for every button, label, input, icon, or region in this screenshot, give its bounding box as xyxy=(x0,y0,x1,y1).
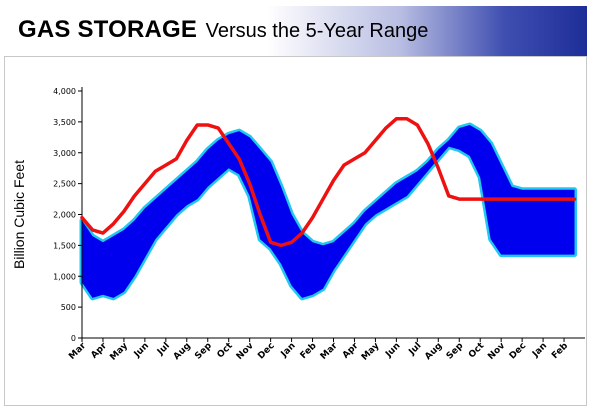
x-tick-label: Dec xyxy=(256,341,276,361)
x-tick-label: Mar xyxy=(319,341,340,362)
y-axis-label: Billion Cubic Feet xyxy=(11,160,27,269)
top-strip xyxy=(0,0,598,6)
x-tick-label: Feb xyxy=(550,341,570,361)
y-tick-label: 4,000 xyxy=(53,87,76,96)
y-tick-label: 2,000 xyxy=(53,211,76,220)
y-tick-label: 0 xyxy=(71,334,76,343)
x-tick-label: Jan xyxy=(279,341,298,360)
x-tick-label: Jun xyxy=(132,341,151,360)
y-tick-label: 1,500 xyxy=(53,241,76,250)
x-tick-label: Dec xyxy=(508,341,528,361)
y-tick-label: 1,000 xyxy=(53,272,76,281)
chart-title-main: GAS STORAGE xyxy=(18,16,198,43)
x-tick-label: Jul xyxy=(155,341,172,358)
y-tick-label: 2,500 xyxy=(53,180,76,189)
range-band-fill xyxy=(82,124,575,298)
x-tick-label: May xyxy=(108,341,130,363)
x-tick-label: Sep xyxy=(445,341,466,362)
x-tick-label: May xyxy=(360,341,382,363)
y-tick-label: 500 xyxy=(61,303,76,312)
x-tick-label: Mar xyxy=(67,341,88,362)
x-tick-label: Apr xyxy=(89,341,109,361)
x-tick-label: Sep xyxy=(193,341,214,362)
title-banner: GAS STORAGE Versus the 5-Year Range xyxy=(4,6,587,56)
x-tick-label: Oct xyxy=(467,341,487,361)
chart-title-sub: Versus the 5-Year Range xyxy=(205,20,429,42)
storage-line xyxy=(80,117,577,248)
y-tick-label: 3,000 xyxy=(53,149,76,158)
y-tick-label: 3,500 xyxy=(53,118,76,127)
x-tick-label: Nov xyxy=(486,341,507,362)
x-tick-label: Feb xyxy=(299,341,319,361)
x-tick-label: Nov xyxy=(235,341,256,362)
x-tick-label: Jun xyxy=(383,341,402,360)
chart-frame xyxy=(4,56,587,406)
x-tick-label: Jan xyxy=(530,341,549,360)
x-tick-label: Aug xyxy=(423,341,444,362)
x-tick-label: Aug xyxy=(172,341,193,362)
chart-title: GAS STORAGE Versus the 5-Year Range xyxy=(18,16,428,44)
x-tick-label: Jul xyxy=(407,341,424,358)
x-tick-label: Oct xyxy=(216,341,236,361)
x-tick-label: Apr xyxy=(341,341,361,361)
